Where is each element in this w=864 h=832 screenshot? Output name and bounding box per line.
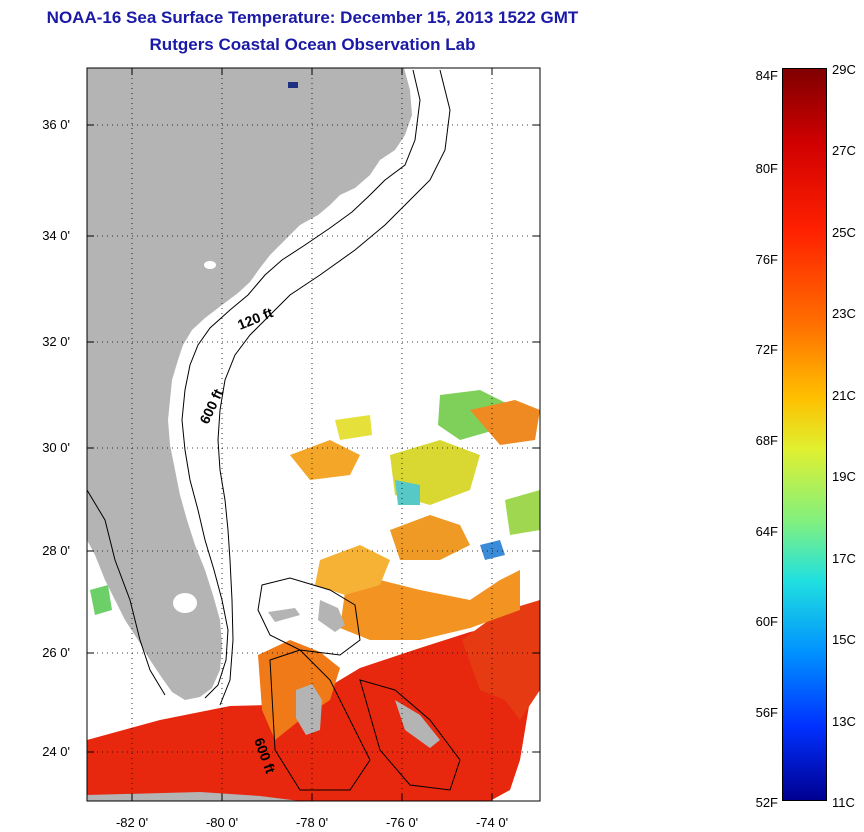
colorbar-c-25: 25C [832, 225, 856, 240]
colorbar-c-15: 15C [832, 632, 856, 647]
land-cuba [87, 792, 300, 801]
sst-mixed-patch-8 [335, 415, 372, 440]
contour-islands-east [359, 679, 461, 791]
lake-marion [204, 261, 216, 269]
map-frame [86, 67, 541, 802]
sst-mixed-patch-9 [505, 490, 540, 535]
colorbar-f-68: 68F [755, 433, 778, 448]
sound-marker [288, 82, 298, 88]
colorbar-f-72: 72F [755, 342, 778, 357]
sst-mixed-patch-1 [315, 545, 390, 595]
land-southeast-us [87, 68, 412, 700]
colorbar-c-21: 21C [832, 388, 856, 403]
colorbar-c-19: 19C [832, 469, 856, 484]
lon-label-78: -78 0' [295, 815, 329, 830]
colorbar-f-84: 84F [755, 68, 778, 83]
land-bahamas-andros [296, 684, 322, 735]
lon-label-74: -74 0' [475, 815, 509, 830]
map-subtitle: Rutgers Coastal Ocean Observation Lab [149, 35, 476, 54]
sst-mixed-patch-10 [470, 400, 540, 445]
lon-label-76: -76 0' [385, 815, 419, 830]
colorbar-c-17: 17C [832, 551, 856, 566]
lon-label-82: -82 0' [115, 815, 149, 830]
colorbar-f-52: 52F [755, 795, 778, 810]
lat-label-36: 36 0' [42, 117, 70, 132]
contour-bahamas-south [269, 649, 371, 791]
lat-label-26: 26 0' [42, 645, 70, 660]
sst-mixed-patch-6 [290, 440, 360, 480]
lat-label-24: 24 0' [42, 744, 70, 759]
lat-label-28: 28 0' [42, 543, 70, 558]
sst-mixed-patch-5 [480, 540, 505, 560]
sst-west-patch [90, 585, 112, 615]
colorbar-c-13: 13C [832, 714, 856, 729]
sst-orange-band [340, 570, 520, 640]
colorbar-c-23: 23C [832, 306, 856, 321]
colorbar-f-64: 64F [755, 524, 778, 539]
map-title: NOAA-16 Sea Surface Temperature: Decembe… [46, 8, 579, 27]
contour-120ft [181, 69, 421, 699]
contour-bahamas [257, 577, 361, 656]
colorbar-f-60: 60F [755, 614, 778, 629]
sst-mixed-patch-4 [395, 480, 420, 505]
land-bahamas-abaco [318, 600, 345, 632]
temperature-colorbar [782, 68, 827, 801]
land-bahamas-grand [268, 608, 300, 622]
colorbar-c-29: 29C [832, 62, 856, 77]
sst-warm-patch-east [462, 600, 540, 720]
frame-ticks [87, 68, 540, 801]
colorbar-f-80: 80F [755, 161, 778, 176]
colorbar-c-27: 27C [832, 143, 856, 158]
contour-600ft [217, 69, 451, 706]
colorbar-f-76: 76F [755, 252, 778, 267]
graticule [87, 68, 540, 801]
land-bahamas-south [395, 700, 440, 748]
colorbar-c-11: 11C [832, 795, 855, 810]
contour-florida-west [87, 489, 166, 696]
lat-label-32: 32 0' [42, 334, 70, 349]
colorbar-f-56: 56F [755, 705, 778, 720]
sst-mixed-patch-7 [390, 515, 470, 560]
lake-okeechobee [173, 593, 197, 613]
lon-label-80: -80 0' [205, 815, 239, 830]
lat-label-30: 30 0' [42, 440, 70, 455]
lat-label-34: 34 0' [42, 228, 70, 243]
